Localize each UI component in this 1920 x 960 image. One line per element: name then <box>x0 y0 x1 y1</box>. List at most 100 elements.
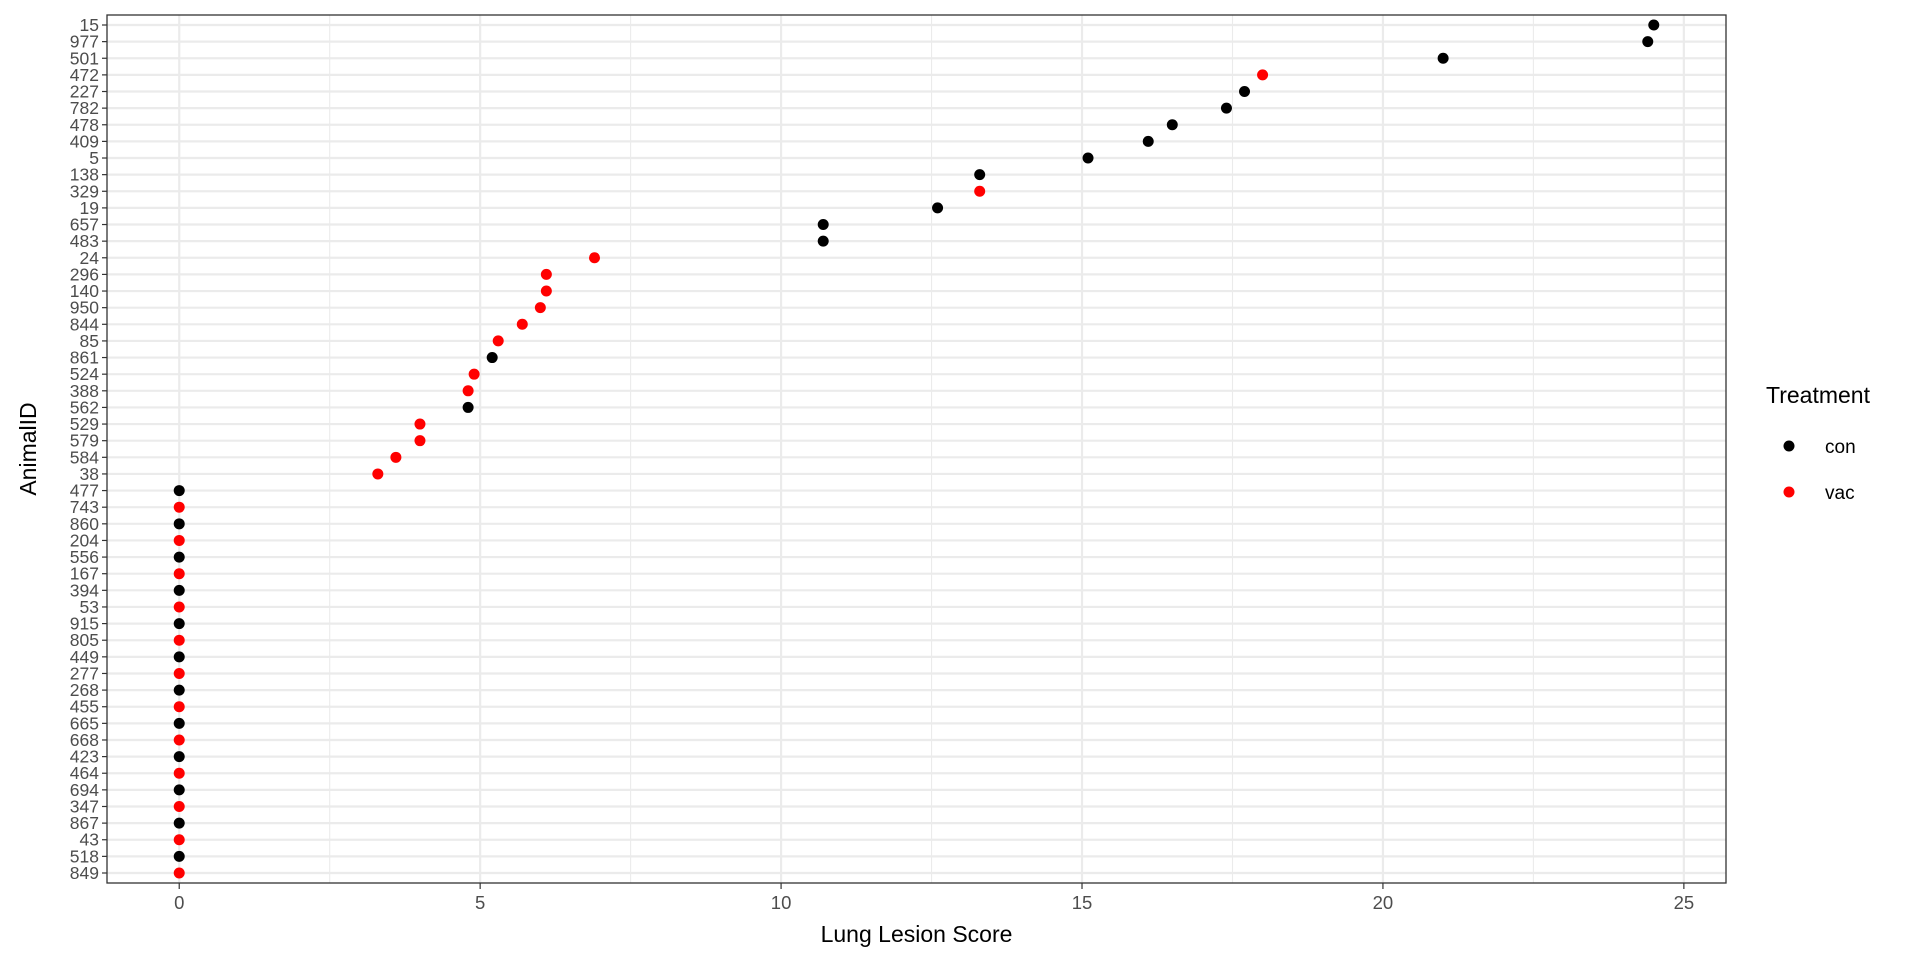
data-point-vac <box>173 800 185 812</box>
data-point-con <box>1166 119 1178 131</box>
y-tick-label: 668 <box>70 730 99 750</box>
data-point-vac <box>173 501 185 513</box>
y-tick-label: 277 <box>70 663 99 683</box>
y-axis: 1597750147222778247840951383291965748324… <box>70 15 107 883</box>
data-point-con <box>173 784 185 796</box>
data-point-vac <box>173 734 185 746</box>
data-point-vac <box>589 252 601 264</box>
y-tick-label: 464 <box>70 763 99 783</box>
y-tick-label: 743 <box>70 497 99 517</box>
data-point-vac <box>372 468 384 480</box>
legend-key-vac <box>1783 486 1795 498</box>
legend-label-con: con <box>1825 437 1856 458</box>
y-tick-label: 472 <box>70 65 99 85</box>
x-axis: 0 5 10 15 20 25 <box>174 883 1694 913</box>
y-tick-label: 19 <box>80 198 99 218</box>
data-point-con <box>932 202 944 214</box>
data-point-vac <box>414 418 426 430</box>
y-tick-label: 347 <box>70 796 99 816</box>
legend-key-con <box>1783 440 1795 452</box>
data-point-vac <box>540 285 552 297</box>
data-point-con <box>974 169 986 181</box>
y-tick-label: 861 <box>70 348 99 368</box>
y-tick-label: 849 <box>70 863 99 883</box>
data-point-con <box>173 751 185 763</box>
y-tick-label: 782 <box>70 98 99 118</box>
y-tick-label: 501 <box>70 48 99 68</box>
data-point-vac <box>173 667 185 679</box>
y-tick-label: 204 <box>70 530 99 550</box>
x-tick-label: 5 <box>475 892 485 913</box>
y-tick-label: 43 <box>80 830 99 850</box>
x-tick-label: 0 <box>174 892 184 913</box>
y-tick-label: 950 <box>70 298 99 318</box>
data-point-vac <box>173 534 185 546</box>
data-point-vac <box>173 601 185 613</box>
y-tick-label: 140 <box>70 281 99 301</box>
y-tick-label: 227 <box>70 82 99 102</box>
data-point-vac <box>173 701 185 713</box>
data-point-con <box>173 684 185 696</box>
y-tick-label: 657 <box>70 215 99 235</box>
legend-label-vac: vac <box>1825 483 1855 504</box>
data-point-con <box>173 850 185 862</box>
panel-border <box>106 14 1727 884</box>
data-point-con <box>1142 135 1154 147</box>
x-tick-label: 20 <box>1373 892 1394 913</box>
y-tick-label: 483 <box>70 231 99 251</box>
y-tick-label: 15 <box>80 15 99 35</box>
y-tick-label: 860 <box>70 514 99 534</box>
data-point-con <box>173 817 185 829</box>
y-tick-label: 455 <box>70 697 99 717</box>
data-point-con <box>1437 52 1449 64</box>
data-point-con <box>173 485 185 497</box>
y-tick-label: 844 <box>70 314 99 334</box>
legend: Treatment con vac <box>1766 382 1871 504</box>
data-point-vac <box>390 451 402 463</box>
y-tick-label: 556 <box>70 547 99 567</box>
y-tick-label: 977 <box>70 32 99 52</box>
y-tick-label: 524 <box>70 364 99 384</box>
y-tick-label: 329 <box>70 181 99 201</box>
data-point-con <box>1642 36 1654 48</box>
y-tick-label: 867 <box>70 813 99 833</box>
y-tick-label: 38 <box>80 464 99 484</box>
y-tick-label: 449 <box>70 647 99 667</box>
data-point-vac <box>173 867 185 879</box>
x-axis-title: Lung Lesion Score <box>821 921 1013 947</box>
y-tick-label: 518 <box>70 846 99 866</box>
major-gridlines <box>107 15 1726 883</box>
data-point-con <box>1648 19 1660 31</box>
y-tick-label: 409 <box>70 131 99 151</box>
y-tick-label: 665 <box>70 713 99 733</box>
y-tick-label: 478 <box>70 115 99 135</box>
data-point-con <box>173 551 185 563</box>
data-point-vac <box>173 834 185 846</box>
y-tick-label: 24 <box>80 248 100 268</box>
data-point-vac <box>173 634 185 646</box>
y-tick-label: 53 <box>80 597 99 617</box>
data-point-vac <box>173 767 185 779</box>
data-point-con <box>173 651 185 663</box>
y-tick-label: 85 <box>80 331 99 351</box>
data-point-vac <box>534 302 546 314</box>
data-point-vac <box>492 335 504 347</box>
y-tick-label: 915 <box>70 614 99 634</box>
y-tick-label: 562 <box>70 397 99 417</box>
minor-gridlines <box>329 15 1534 883</box>
y-tick-label: 529 <box>70 414 99 434</box>
y-tick-label: 268 <box>70 680 99 700</box>
data-point-con <box>817 235 829 247</box>
data-point-vac <box>414 435 426 447</box>
data-point-con <box>1220 102 1232 114</box>
y-axis-title: AnimalID <box>15 402 41 495</box>
y-tick-label: 423 <box>70 747 99 767</box>
data-point-vac <box>516 318 528 330</box>
data-point-con <box>173 584 185 596</box>
y-tick-label: 5 <box>89 148 99 168</box>
data-point-con <box>817 219 829 231</box>
x-tick-label: 25 <box>1674 892 1695 913</box>
data-point-con <box>173 717 185 729</box>
data-points <box>173 19 1660 879</box>
